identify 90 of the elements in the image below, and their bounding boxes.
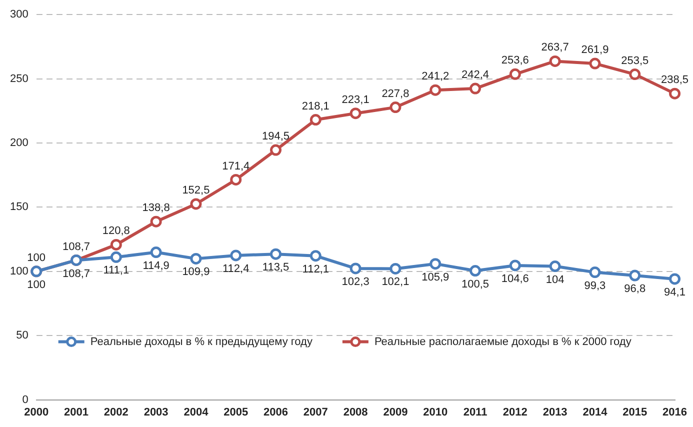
data-label: 102,1: [382, 276, 410, 288]
point: [190, 252, 202, 264]
data-label: 99,3: [584, 280, 606, 292]
x-tick-label: 2011: [463, 406, 488, 418]
point: [549, 260, 561, 272]
data-label: 94,1: [664, 286, 686, 299]
data-label: 218,1: [302, 100, 330, 112]
data-label: 100: [27, 252, 46, 264]
data-label: 108,7: [62, 268, 90, 280]
x-tick-label: 2000: [24, 406, 49, 418]
point: [669, 88, 681, 100]
point: [509, 260, 521, 272]
point: [470, 82, 482, 94]
point: [350, 108, 362, 120]
data-label: 152,5: [182, 184, 210, 197]
point: [669, 273, 681, 285]
point: [230, 174, 242, 186]
point: [230, 250, 242, 262]
data-label: 102,3: [342, 276, 370, 288]
point: [270, 144, 282, 156]
x-tick-label: 2002: [104, 406, 128, 418]
y-tick-label: 200: [10, 137, 28, 150]
data-label: 120,8: [102, 225, 130, 238]
data-label: 171,4: [222, 160, 250, 172]
x-tick-label: 2016: [662, 406, 688, 418]
point: [470, 265, 482, 277]
data-label: 104: [546, 274, 564, 286]
data-label: 114,9: [142, 260, 170, 272]
x-tick-label: 2013: [542, 406, 568, 418]
y-tick-label: 150: [10, 201, 28, 214]
point: [629, 68, 641, 80]
x-tick-label: 2003: [144, 406, 168, 418]
point: [310, 250, 322, 262]
x-tick-label: 2010: [423, 406, 448, 418]
data-label: 138,8: [142, 202, 170, 214]
data-label: 104,6: [501, 273, 529, 286]
data-label: 238,5: [661, 74, 689, 86]
point: [589, 266, 601, 278]
data-label: 261,9: [581, 44, 609, 56]
y-tick-label: 50: [16, 330, 28, 342]
point: [549, 55, 561, 67]
point: [390, 262, 402, 274]
x-tick-label: 2014: [582, 406, 608, 418]
point: [430, 84, 442, 96]
data-label: 96,8: [624, 283, 646, 296]
data-label: 100,5: [461, 278, 490, 290]
x-tick-label: 2005: [224, 406, 248, 418]
point: [150, 246, 162, 258]
point: [350, 262, 362, 274]
data-label: 194,5: [262, 130, 290, 143]
point: [190, 198, 202, 210]
data-label: 263,7: [541, 42, 569, 54]
point: [270, 248, 282, 260]
data-label: 241,2: [422, 70, 450, 83]
point: [110, 238, 122, 250]
point: [110, 251, 122, 263]
point: [310, 114, 322, 126]
x-tick-label: 2012: [502, 406, 528, 418]
x-tick-label: 2006: [264, 406, 288, 418]
data-label: 113,5: [262, 262, 290, 274]
x-tick-label: 2007: [303, 406, 328, 418]
data-label: 109,9: [182, 266, 210, 278]
data-label: 253,6: [501, 54, 529, 67]
legend-label: Реальные располагаемые доходы в % к 2000 году: [374, 336, 632, 348]
point: [390, 102, 402, 114]
point: [589, 58, 601, 70]
x-tick-label: 2008: [343, 406, 368, 418]
legend-label: Реальные доходы в % к предыдущему году: [90, 336, 313, 348]
point: [150, 216, 162, 228]
y-tick-label: 300: [10, 8, 28, 21]
data-label: 108,7: [62, 240, 90, 253]
data-label: 227,8: [382, 88, 410, 100]
data-label: 112,4: [222, 263, 250, 276]
x-tick-label: 2015: [622, 406, 648, 418]
data-label: 100: [27, 278, 46, 291]
x-tick-label: 2004: [184, 406, 210, 418]
data-label: 112,1: [302, 263, 330, 276]
data-label: 111,1: [103, 264, 130, 277]
y-tick-label: 250: [10, 72, 28, 85]
data-label: 242,4: [461, 69, 490, 82]
data-label: 223,1: [342, 94, 370, 106]
data-label: 253,5: [621, 54, 649, 67]
y-tick-label: 0: [22, 394, 28, 406]
data-label: 105,9: [422, 271, 450, 284]
x-tick-label: 2001: [64, 406, 88, 418]
y-tick-label: 100: [10, 265, 28, 278]
point: [629, 270, 641, 282]
x-tick-label: 2009: [383, 406, 408, 418]
point: [509, 68, 521, 80]
point: [430, 258, 442, 270]
